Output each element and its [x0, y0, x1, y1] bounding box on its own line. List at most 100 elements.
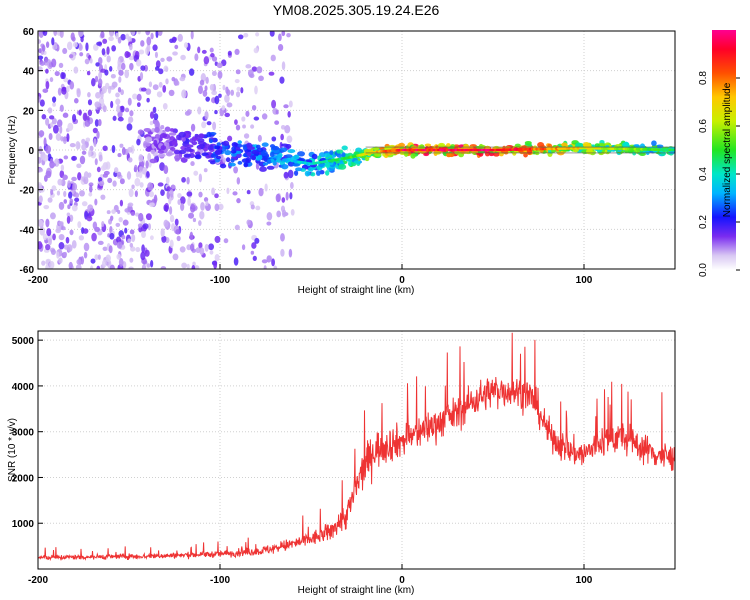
spectrogram-cell: [186, 191, 193, 197]
spectrogram-cell: [251, 155, 256, 161]
spectrogram-cell: [102, 145, 108, 152]
spectrogram-cell: [41, 260, 46, 266]
spectrogram-cell: [51, 96, 57, 103]
spectrogram-cell: [250, 124, 255, 129]
spectrogram-cell: [214, 145, 221, 150]
spectrogram-cell: [127, 116, 132, 124]
spectrogram-cell: [93, 138, 97, 147]
spectrogram-cell: [226, 187, 230, 195]
spectrogram-cell: [181, 137, 186, 142]
spectrogram-cell: [42, 31, 48, 37]
spectrogram-cell: [110, 73, 116, 79]
spectrogram-cell: [38, 55, 44, 60]
spectrogram-cell: [100, 31, 105, 39]
colorbar-ticks: 0.0 0.2 0.4 0.6 0.8: [698, 71, 740, 277]
spectrogram-cell: [242, 124, 246, 129]
spectrogram-cell: [157, 150, 164, 154]
spectrogram-cell: [38, 31, 44, 38]
spectrogram-cell: [124, 107, 130, 113]
spectrogram-cell: [290, 208, 295, 216]
spectrogram-cell: [127, 202, 134, 207]
spectrogram-cell: [133, 164, 138, 173]
spectrogram-cell: [289, 192, 293, 200]
colorbar-label: Normalized spectral amplitude: [722, 82, 733, 217]
spectrogram-cell: [621, 142, 630, 148]
spectrogram-cell: [216, 142, 221, 147]
spectrogram-cell: [259, 166, 267, 172]
spectrogram-cell: [62, 112, 69, 118]
spectrogram-cell: [111, 144, 116, 154]
spectrogram-cell: [297, 151, 306, 157]
spectrogram-cell: [266, 255, 272, 263]
spectrogram-cell: [58, 221, 64, 226]
spectrogram-cell: [61, 86, 67, 95]
spectrogram-cell: [129, 62, 134, 71]
spectrogram-cell: [264, 183, 268, 192]
snr-xtick-label: 0: [399, 575, 405, 586]
spectrogram-cell: [77, 221, 82, 229]
spectrogram-cell: [160, 266, 167, 269]
spectrogram-cell: [142, 223, 149, 230]
spectrogram-cell: [209, 250, 214, 255]
spectrogram-cell: [284, 154, 293, 158]
spectrogram-cell: [211, 90, 218, 96]
spectrogram-cell: [50, 189, 54, 196]
spectrogram-cell: [82, 228, 89, 234]
spectrogram-cell: [93, 43, 99, 51]
spectrogram-cell: [138, 154, 144, 163]
spectrogram-cell: [57, 178, 63, 186]
spectrogram-cell: [69, 229, 74, 236]
spectrogram-cell: [203, 147, 209, 152]
spectrogram-cell: [228, 162, 236, 167]
spectrogram-cell: [82, 112, 88, 122]
spectrogram-cell: [137, 129, 144, 135]
spectrogram-cell: [403, 151, 409, 157]
spectrogram-cell: [98, 78, 103, 87]
spectrogram-cell: [211, 70, 217, 76]
spectrogram-cell: [86, 215, 93, 222]
spectrogram-cell: [118, 76, 122, 83]
spectrogram-cell: [237, 140, 242, 145]
spectrogram-cell: [42, 88, 49, 93]
spectrogram-cell: [179, 76, 186, 82]
spectrogram-cell: [176, 235, 181, 242]
spectrogram-cell: [91, 232, 97, 242]
spectrogram-cell: [284, 124, 291, 134]
spectrogram-cell: [55, 133, 62, 141]
spectrogram-cell: [235, 69, 241, 75]
spectrogram-cell: [256, 147, 264, 153]
spectrogram-cell: [197, 46, 201, 54]
spectrogram-cell: [214, 193, 219, 199]
spectrogram-cell: [251, 66, 258, 72]
spectrogram-cell: [257, 134, 262, 142]
spectrogram-cell: [323, 153, 330, 158]
spectrogram-cell: [87, 172, 92, 178]
figure-title: YM08.2025.305.19.24.E26: [273, 2, 440, 18]
snr-ytick-label: 1000: [12, 519, 35, 530]
spectrogram-cell: [157, 31, 163, 37]
spectrogram-cell: [109, 66, 113, 72]
spectrogram-cell: [201, 121, 207, 129]
spectrogram-cell: [204, 243, 209, 252]
spectrogram-cell: [45, 244, 51, 251]
spectrogram-cell: [49, 115, 55, 120]
spectrogram-cell: [106, 210, 111, 215]
spectrogram-cell: [81, 150, 87, 155]
spectrogram-cell: [143, 142, 151, 147]
spectrogram-cell: [128, 55, 134, 61]
spectrogram-cell: [311, 153, 318, 160]
spectrogram-cell: [255, 162, 260, 170]
spectrogram-cell: [127, 97, 132, 106]
spectrogram-cell: [186, 109, 192, 115]
spectrogram-cell: [231, 146, 236, 152]
snr-ylabel: SNR (10 * v/v): [7, 418, 18, 482]
spectrogram-cell: [214, 235, 221, 243]
spectrogram-cell: [281, 197, 286, 203]
spectrogram-xtick-label: -100: [210, 275, 230, 286]
spectrogram-cell: [76, 259, 82, 265]
spectrogram-cell: [121, 234, 126, 240]
spectrogram-cell: [66, 85, 70, 93]
spectrogram-cell: [169, 239, 174, 249]
